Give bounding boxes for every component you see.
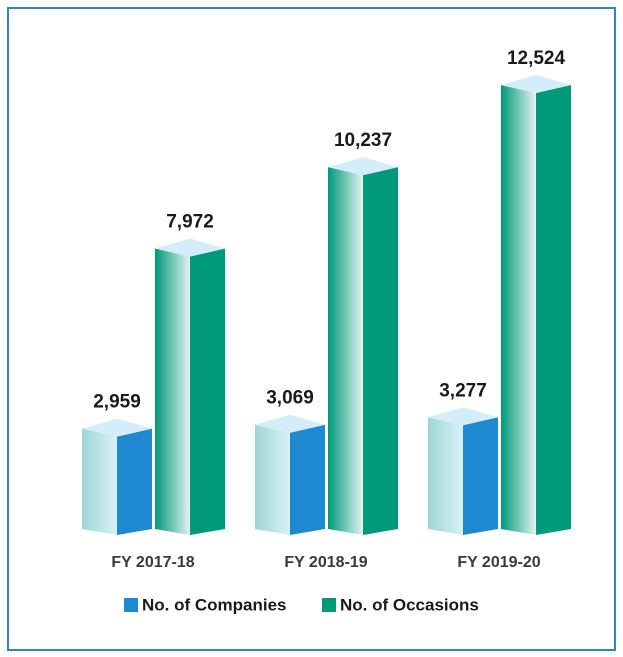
bar-top-face — [82, 418, 152, 437]
legend-swatch — [322, 598, 336, 612]
bar-right-face — [290, 424, 325, 535]
bar-left-face — [501, 85, 536, 535]
bar-left-face — [328, 167, 363, 535]
bar-right-face — [536, 85, 571, 535]
bar-top-face — [501, 75, 571, 93]
legend-label: No. of Companies — [142, 595, 287, 614]
data-label: 10,237 — [334, 130, 392, 151]
bar-left-face — [428, 417, 463, 535]
bar-left-face — [82, 428, 117, 535]
bar-right-face — [190, 248, 225, 535]
bar-left-face — [155, 248, 190, 535]
bar-top-face — [155, 238, 225, 257]
data-label: 3,069 — [266, 388, 314, 409]
bar-left-face — [255, 424, 290, 535]
x-tick-label: FY 2019-20 — [457, 554, 540, 571]
bar-right-face — [463, 417, 498, 535]
frame — [7, 7, 616, 651]
bar-right-face — [117, 428, 152, 535]
bar — [82, 418, 152, 535]
x-tick-label: FY 2018-19 — [284, 554, 367, 571]
x-tick-label: FY 2017-18 — [111, 554, 194, 571]
data-label: 7,972 — [166, 212, 214, 233]
data-label: 2,959 — [93, 392, 141, 413]
bar — [255, 414, 325, 535]
bar — [428, 407, 498, 535]
bar — [501, 75, 571, 535]
legend-label: No. of Occasions — [340, 595, 479, 614]
bar-top-face — [428, 407, 498, 426]
data-label: 3,277 — [439, 380, 487, 401]
bar-top-face — [328, 157, 398, 176]
bar — [328, 157, 398, 535]
bar-right-face — [363, 167, 398, 535]
legend-swatch — [124, 598, 138, 612]
bar-top-face — [255, 414, 325, 433]
data-label: 12,524 — [507, 48, 566, 69]
bar — [155, 238, 225, 535]
